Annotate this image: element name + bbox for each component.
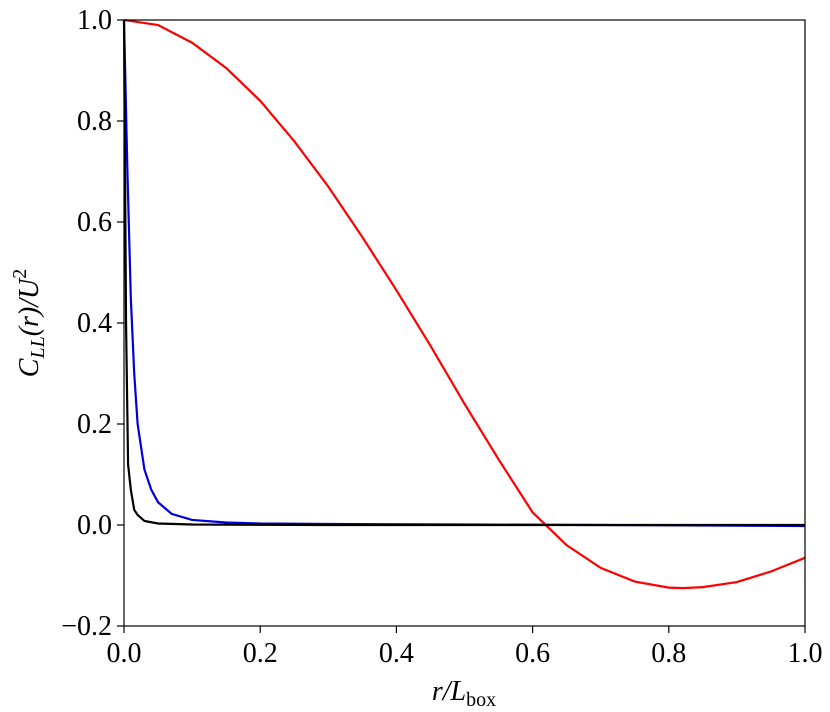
- y-tick-label: 1.0: [77, 5, 112, 36]
- x-tick-label: 0.6: [515, 638, 550, 669]
- y-label-sub: LL: [27, 336, 49, 359]
- y-tick-label: 0.2: [77, 409, 112, 440]
- x-label-main: r/L: [432, 676, 466, 707]
- line-series: [122, 19, 806, 528]
- x-tick-label: 0.4: [379, 638, 414, 669]
- y-tick-label: 0.6: [77, 207, 112, 238]
- line-series: [122, 19, 805, 527]
- line-series: [123, 18, 806, 590]
- y-label-main: (r)/U: [14, 277, 45, 336]
- y-tick-label: 0.8: [77, 106, 112, 137]
- y-tick-label: −0.2: [61, 611, 112, 642]
- y-label-sup: 2: [9, 269, 31, 279]
- y-label-main: C: [14, 358, 45, 377]
- y-tick-label: 0.4: [77, 308, 112, 339]
- y-axis-label: CLL(r)/U2: [9, 269, 49, 377]
- x-axis-label: r/Lbox: [432, 676, 496, 711]
- x-tick-label: 1.0: [788, 638, 823, 669]
- plot-frame: [123, 19, 806, 627]
- y-tick-label: 0.0: [77, 510, 112, 541]
- x-label-sub: box: [466, 689, 496, 711]
- x-tick-label: 0.2: [243, 638, 278, 669]
- x-tick-label: 0.0: [107, 638, 142, 669]
- x-tick-label: 0.8: [651, 638, 686, 669]
